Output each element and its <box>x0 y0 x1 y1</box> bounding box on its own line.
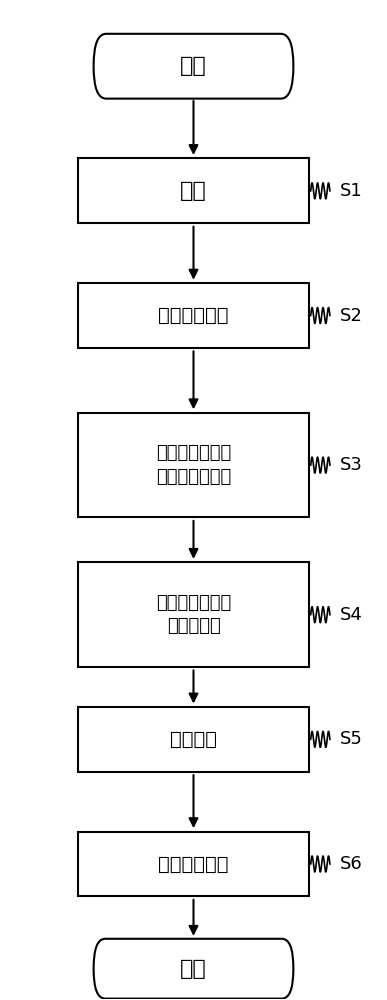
FancyBboxPatch shape <box>78 413 309 517</box>
Text: 没有被逆断层错
断的层位点插值: 没有被逆断层错 断的层位点插值 <box>156 444 231 486</box>
FancyBboxPatch shape <box>78 562 309 667</box>
FancyBboxPatch shape <box>78 832 309 896</box>
Text: 保存层位文件: 保存层位文件 <box>158 854 229 873</box>
FancyBboxPatch shape <box>78 283 309 348</box>
Text: 准备: 准备 <box>180 181 207 201</box>
Text: 被逆断层错断的
层位点插值: 被逆断层错断的 层位点插值 <box>156 594 231 635</box>
Text: 检查解释数据: 检查解释数据 <box>158 306 229 325</box>
FancyBboxPatch shape <box>78 158 309 223</box>
Text: S1: S1 <box>339 182 362 200</box>
FancyBboxPatch shape <box>94 34 293 99</box>
Text: S5: S5 <box>339 730 362 748</box>
Text: 开始: 开始 <box>180 56 207 76</box>
FancyBboxPatch shape <box>78 707 309 772</box>
Text: 结束: 结束 <box>180 959 207 979</box>
Text: S6: S6 <box>339 855 362 873</box>
Text: 层位组段: 层位组段 <box>170 730 217 749</box>
Text: S2: S2 <box>339 307 362 325</box>
Text: S3: S3 <box>339 456 362 474</box>
FancyBboxPatch shape <box>94 939 293 999</box>
Text: S4: S4 <box>339 606 362 624</box>
